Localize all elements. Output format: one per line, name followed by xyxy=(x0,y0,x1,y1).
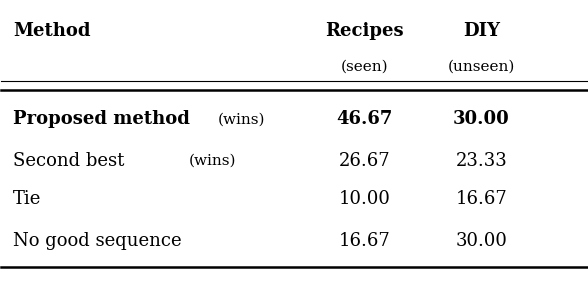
Text: Method: Method xyxy=(13,22,91,40)
Text: DIY: DIY xyxy=(463,22,500,40)
Text: 30.00: 30.00 xyxy=(453,111,510,128)
Text: Second best: Second best xyxy=(13,152,130,170)
Text: 10.00: 10.00 xyxy=(338,190,390,208)
Text: 26.67: 26.67 xyxy=(339,152,390,170)
Text: (wins): (wins) xyxy=(218,112,265,126)
Text: No good sequence: No good sequence xyxy=(13,232,182,249)
Text: 23.33: 23.33 xyxy=(455,152,507,170)
Text: Tie: Tie xyxy=(13,190,42,208)
Text: 30.00: 30.00 xyxy=(455,232,507,249)
Text: 16.67: 16.67 xyxy=(338,232,390,249)
Text: Recipes: Recipes xyxy=(325,22,403,40)
Text: 46.67: 46.67 xyxy=(336,111,392,128)
Text: (unseen): (unseen) xyxy=(447,59,515,73)
Text: (wins): (wins) xyxy=(189,154,236,168)
Text: Proposed method: Proposed method xyxy=(13,111,196,128)
Text: 16.67: 16.67 xyxy=(455,190,507,208)
Text: (seen): (seen) xyxy=(340,59,388,73)
